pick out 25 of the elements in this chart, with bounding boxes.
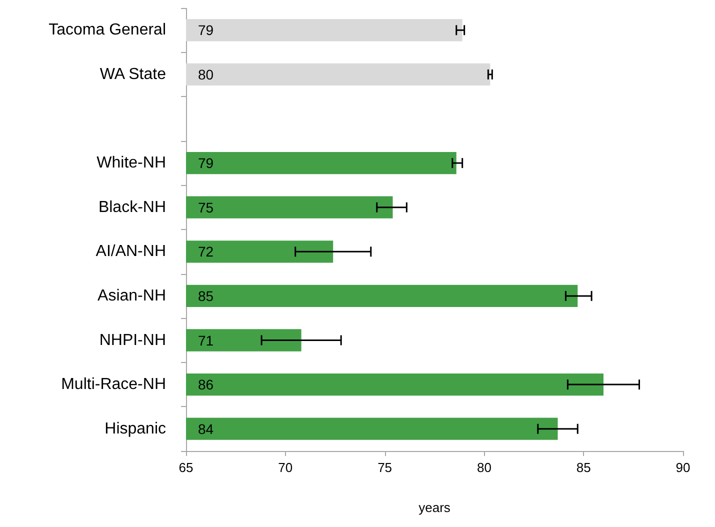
x-tick-label: 90: [676, 460, 690, 475]
y-tick-label: Asian-NH: [98, 287, 166, 304]
x-tick-label: 65: [178, 460, 194, 475]
data-label: 71: [198, 332, 214, 348]
data-label: 79: [198, 155, 214, 172]
data-label: 80: [198, 66, 214, 82]
x-tick-label: 75: [378, 460, 392, 475]
data-label: 75: [198, 199, 214, 216]
y-tick-label: NHPI-NH: [99, 332, 166, 349]
y-tick-label: Tacoma General: [48, 22, 166, 39]
x-tick-label: 85: [576, 460, 591, 475]
data-label: 85: [198, 288, 214, 304]
data-label: 72: [198, 244, 214, 260]
y-tick-label: White-NH: [96, 154, 166, 172]
x-axis-title: years: [418, 500, 451, 515]
x-tick-label: 70: [278, 460, 293, 475]
data-label: 84: [198, 420, 214, 437]
data-label: 79: [198, 22, 214, 38]
x-tick-label: 80: [476, 460, 492, 475]
y-tick-label: AI/AN-NH: [96, 243, 166, 260]
data-label: 86: [198, 376, 214, 393]
y-tick-label: Black-NH: [98, 198, 166, 216]
y-tick-label: Multi-Race-NH: [61, 376, 166, 394]
y-tick-label: WA State: [100, 66, 166, 83]
y-tick-label: Hispanic: [104, 420, 166, 438]
